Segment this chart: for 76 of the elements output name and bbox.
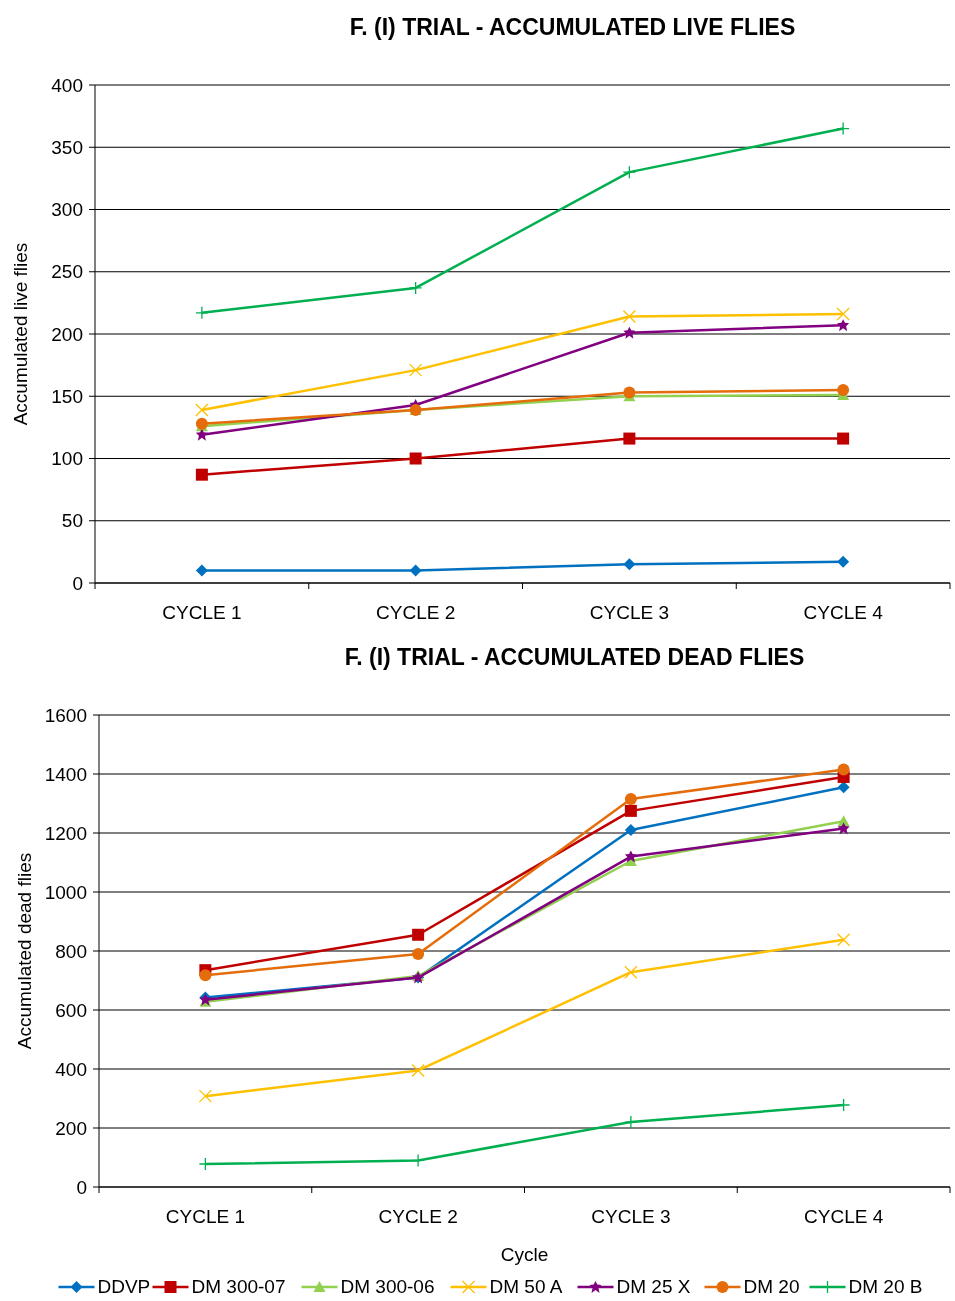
point xyxy=(195,428,208,441)
x-tick-label: CYCLE 2 xyxy=(378,1206,458,1227)
y-tick-label: 150 xyxy=(51,385,83,407)
y-tick-label: 600 xyxy=(55,999,87,1021)
legend-label: DM 20 B xyxy=(848,1276,923,1297)
y-tick-label: 200 xyxy=(55,1117,87,1139)
point xyxy=(836,121,850,136)
y-tick-label: 0 xyxy=(76,1176,87,1198)
y-axis-title: Accumulated live flies xyxy=(10,242,31,426)
point xyxy=(412,947,425,960)
point xyxy=(195,564,208,577)
y-tick-label: 1400 xyxy=(44,763,87,785)
point xyxy=(622,309,637,324)
legend-label: DM 20 xyxy=(743,1276,800,1297)
point xyxy=(623,558,636,571)
y-tick-label: 1200 xyxy=(44,822,87,844)
y-tick-label: 1600 xyxy=(44,704,87,726)
point xyxy=(624,793,637,806)
x-tick-label: CYCLE 3 xyxy=(591,1206,671,1227)
y-tick-label: 1000 xyxy=(44,881,87,903)
point xyxy=(837,822,850,835)
legend-label: DM 25 X xyxy=(616,1276,691,1297)
point xyxy=(199,969,212,982)
point xyxy=(624,850,637,863)
y-tick-label: 400 xyxy=(51,74,83,96)
point xyxy=(624,1115,638,1129)
point xyxy=(624,824,637,837)
point xyxy=(624,804,637,817)
point xyxy=(837,432,850,445)
point xyxy=(836,307,850,321)
point xyxy=(837,763,850,776)
point xyxy=(837,555,850,568)
point xyxy=(198,1089,213,1103)
point xyxy=(836,1098,851,1112)
point xyxy=(195,403,209,417)
y-tick-label: 400 xyxy=(55,1058,87,1080)
y-axis-title: Accumulated dead flies xyxy=(14,852,35,1050)
point xyxy=(195,468,208,481)
x-tick-label: CYCLE 2 xyxy=(376,602,456,623)
y-tick-label: 200 xyxy=(51,323,83,345)
legend-label: DM 300-07 xyxy=(191,1276,286,1297)
y-tick-label: 0 xyxy=(72,572,83,594)
point xyxy=(837,319,850,332)
x-tick-label: CYCLE 1 xyxy=(162,602,242,623)
point xyxy=(624,965,638,979)
point xyxy=(623,432,636,445)
point xyxy=(622,165,637,179)
point xyxy=(411,1153,425,1168)
x-tick-label: CYCLE 3 xyxy=(589,602,669,623)
point xyxy=(623,386,636,399)
point xyxy=(411,1063,425,1078)
point xyxy=(837,781,850,794)
y-tick-label: 50 xyxy=(61,510,83,532)
point xyxy=(837,384,850,397)
x-tick-label: CYCLE 4 xyxy=(803,602,884,623)
x-tick-label: CYCLE 1 xyxy=(165,1206,245,1227)
point xyxy=(412,928,425,941)
y-tick-label: 250 xyxy=(51,261,83,283)
point xyxy=(408,281,423,295)
legend-label: DDVP xyxy=(97,1276,151,1297)
x-tick-label: CYCLE 4 xyxy=(804,1206,884,1227)
y-tick-label: 100 xyxy=(51,448,83,470)
x-axis-title: Cycle xyxy=(500,1244,549,1265)
point xyxy=(836,933,851,947)
legend-label: DM 300-06 xyxy=(340,1276,435,1297)
chart-title: F. (I) TRIAL - ACCUMULATED LIVE FLIES xyxy=(349,14,796,40)
y-tick-label: 350 xyxy=(51,136,83,158)
point xyxy=(623,326,636,339)
legend-label: DM 50 A xyxy=(489,1276,563,1297)
chart-title: F. (I) TRIAL - ACCUMULATED DEAD FLIES xyxy=(344,644,805,670)
point xyxy=(408,363,423,377)
y-tick-label: 800 xyxy=(55,940,87,962)
y-tick-label: 300 xyxy=(51,199,83,221)
point xyxy=(409,564,422,577)
point xyxy=(195,306,209,320)
point xyxy=(409,452,422,465)
